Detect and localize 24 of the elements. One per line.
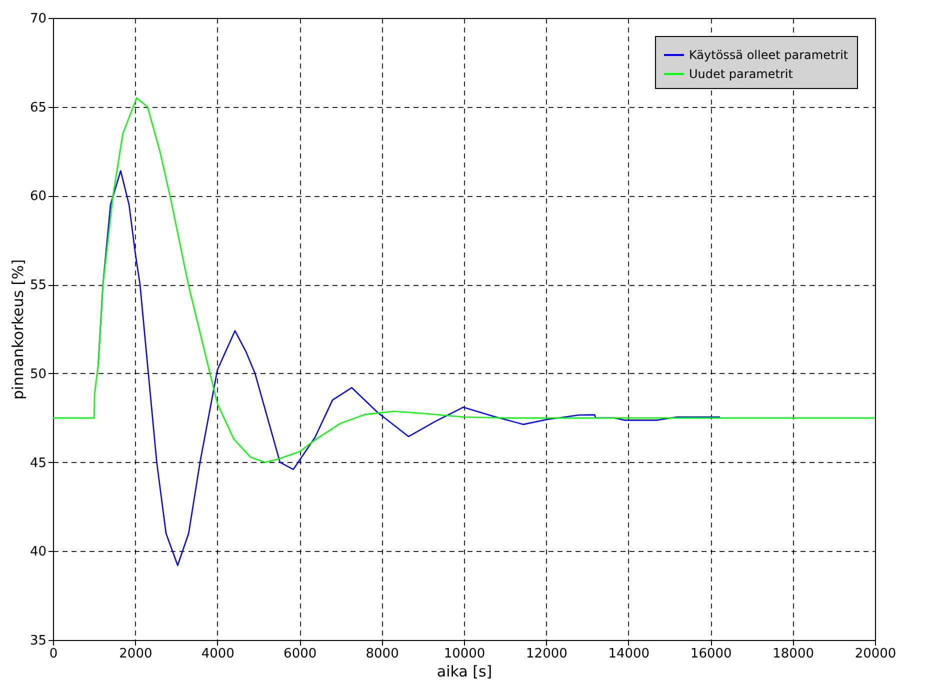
x-tick-label: 14000 <box>608 646 650 662</box>
x-tick-label: 10000 <box>444 646 486 662</box>
y-tick-label: 65 <box>30 100 46 116</box>
x-tick-label: 16000 <box>690 646 732 662</box>
y-tick-label: 35 <box>30 634 46 648</box>
y-tick-label: 50 <box>30 366 46 382</box>
y-tick-label: 40 <box>30 544 46 560</box>
x-axis-title: aika [s] <box>436 662 492 680</box>
x-tick-label: 0 <box>49 646 58 662</box>
y-tick-label: 60 <box>30 189 46 204</box>
x-tick-label: 8000 <box>366 646 399 662</box>
x-tick-label: 20000 <box>854 646 896 662</box>
x-tick-label: 2000 <box>119 646 152 662</box>
x-tick-label: 6000 <box>284 646 317 662</box>
legend-label: Uudet parametrit <box>689 67 794 81</box>
y-tick-label: 70 <box>30 12 46 26</box>
line-series <box>52 97 876 463</box>
x-tick-label: 4000 <box>201 646 234 662</box>
legend-label: Käytössä olleet parametrit <box>689 48 848 62</box>
x-tick-label: 18000 <box>772 646 814 662</box>
y-tick-label: 55 <box>30 278 46 294</box>
y-tick-label: 45 <box>30 456 46 471</box>
y-axis-title: pinnankorkeus [%] <box>8 259 27 400</box>
x-tick-label: 12000 <box>526 646 568 662</box>
